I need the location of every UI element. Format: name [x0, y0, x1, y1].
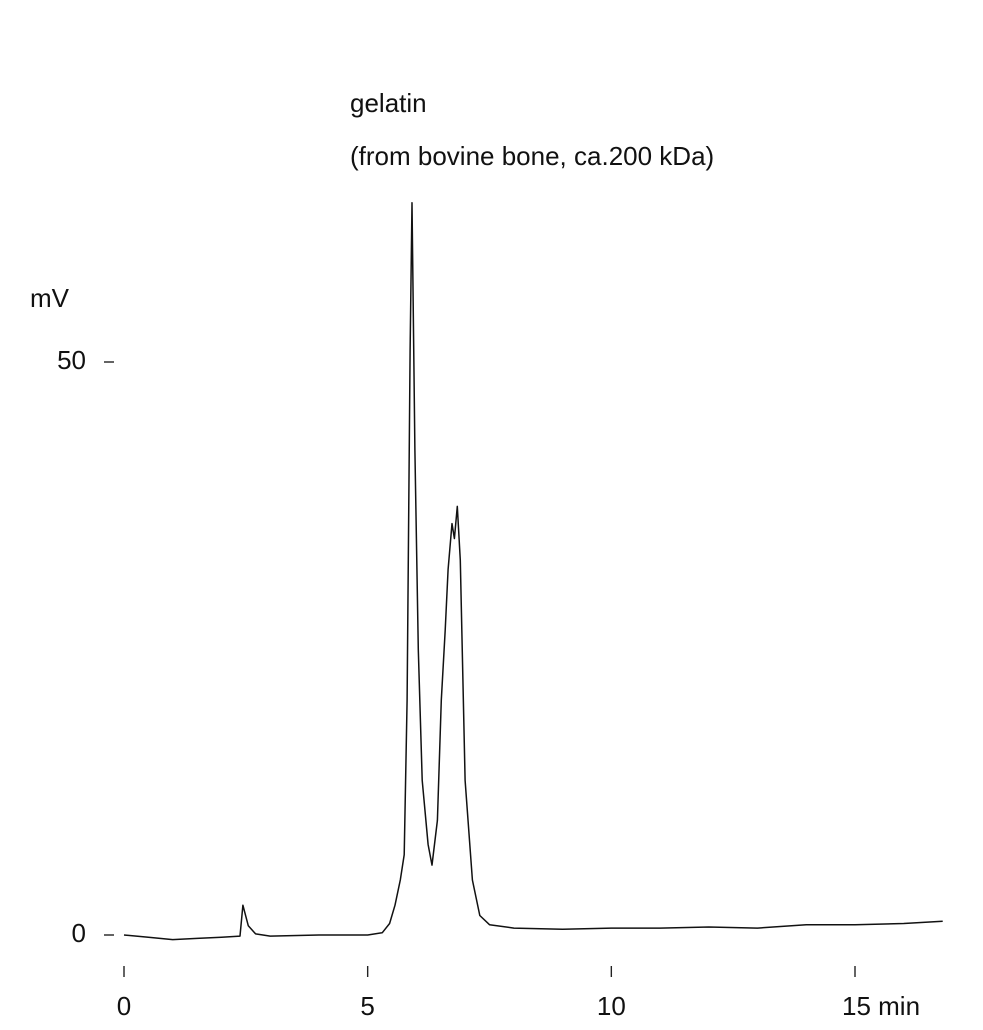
chart-title: gelatin	[350, 88, 427, 118]
x-tick-label: 15 min	[842, 991, 920, 1021]
y-tick-label: 50	[57, 345, 86, 375]
chart-subtitle: (from bovine bone, ca.200 kDa)	[350, 141, 714, 171]
x-tick-label: 5	[360, 991, 374, 1021]
y-axis-label: mV	[30, 283, 70, 313]
y-tick-label: 0	[72, 918, 86, 948]
x-tick-label: 0	[117, 991, 131, 1021]
x-tick-label: 10	[597, 991, 626, 1021]
chromatogram-line	[123, 201, 943, 941]
